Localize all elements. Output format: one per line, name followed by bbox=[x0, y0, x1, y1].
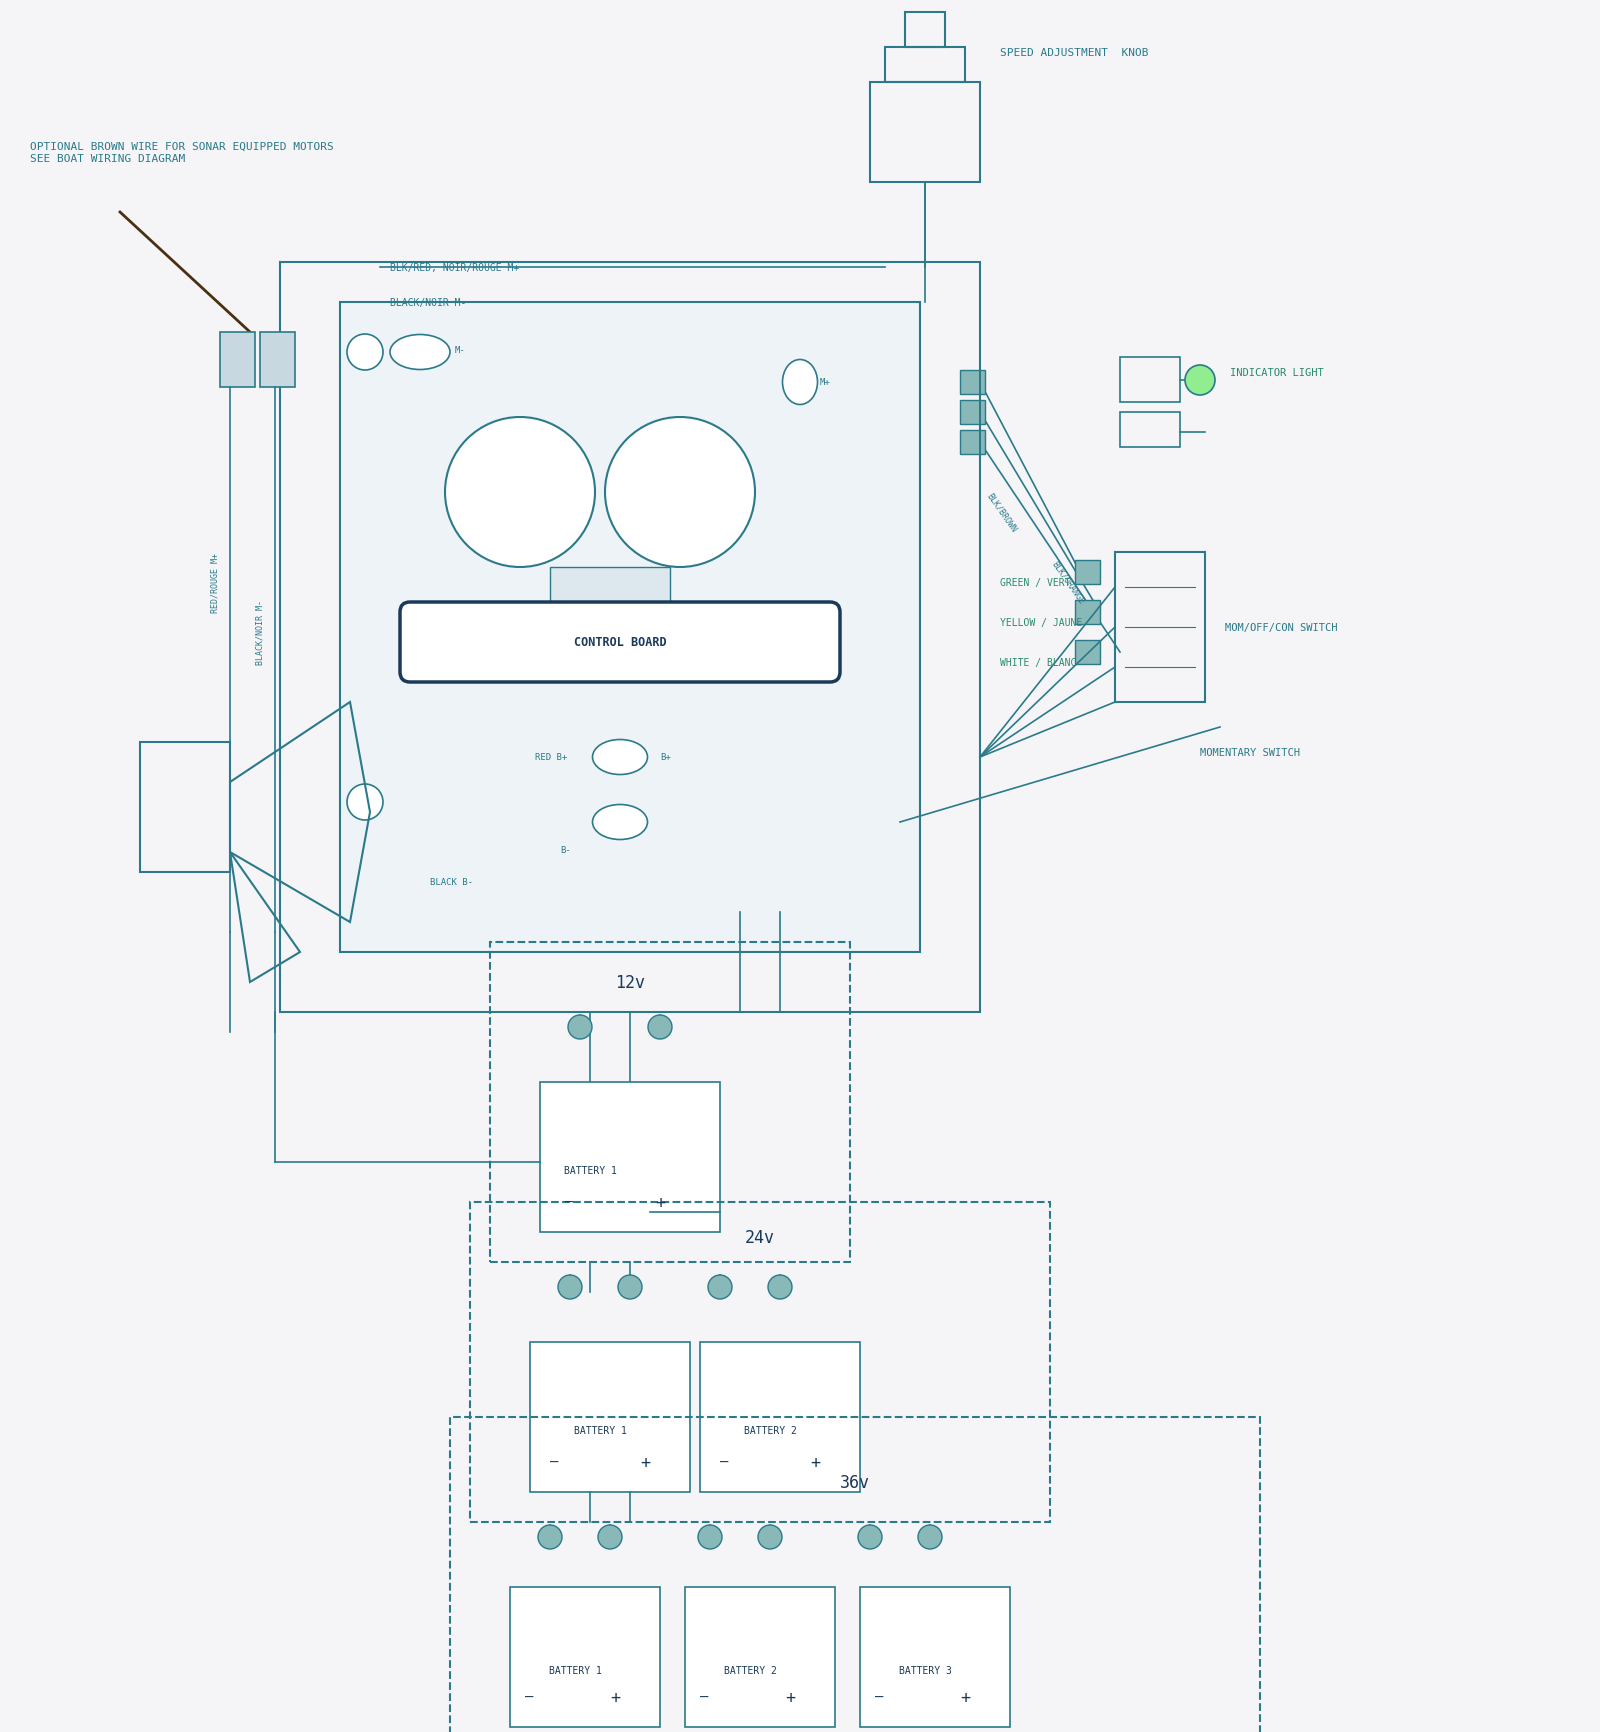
Circle shape bbox=[445, 417, 595, 568]
Bar bbox=[861, 1587, 1010, 1727]
Text: BATTERY 3: BATTERY 3 bbox=[899, 1664, 952, 1675]
Bar bbox=[541, 1082, 720, 1231]
Text: +: + bbox=[610, 1689, 621, 1706]
Bar bbox=[960, 400, 986, 424]
Text: +: + bbox=[786, 1689, 795, 1706]
Circle shape bbox=[598, 1526, 622, 1548]
Text: 36v: 36v bbox=[840, 1474, 870, 1491]
Bar bbox=[339, 303, 920, 953]
Bar bbox=[885, 48, 965, 83]
Bar bbox=[870, 83, 979, 184]
Text: WHITE / BLANC: WHITE / BLANC bbox=[1000, 658, 1077, 667]
Text: BLK/RED, NOIR/ROUGE M+: BLK/RED, NOIR/ROUGE M+ bbox=[390, 263, 520, 274]
Text: BLACK B-: BLACK B- bbox=[430, 878, 474, 887]
Ellipse shape bbox=[592, 740, 648, 774]
Text: —: — bbox=[701, 1690, 709, 1704]
Bar bbox=[906, 14, 946, 48]
Text: BLACK/NOIR M-: BLACK/NOIR M- bbox=[256, 601, 264, 665]
Bar bbox=[259, 333, 294, 388]
Text: —: — bbox=[565, 1195, 573, 1209]
Bar bbox=[470, 1202, 1050, 1522]
Text: 12v: 12v bbox=[614, 973, 645, 991]
Text: BLACK/NOIR M-: BLACK/NOIR M- bbox=[390, 298, 466, 308]
Text: —: — bbox=[550, 1455, 558, 1469]
Text: OPTIONAL BROWN WIRE FOR SONAR EQUIPPED MOTORS
SEE BOAT WIRING DIAGRAM: OPTIONAL BROWN WIRE FOR SONAR EQUIPPED M… bbox=[30, 142, 334, 165]
Bar bbox=[685, 1587, 835, 1727]
Circle shape bbox=[347, 785, 382, 821]
Bar bbox=[960, 431, 986, 456]
Text: B-: B- bbox=[560, 845, 571, 856]
Circle shape bbox=[1186, 365, 1214, 397]
Text: BATTERY 2: BATTERY 2 bbox=[744, 1425, 797, 1436]
Circle shape bbox=[618, 1275, 642, 1299]
Bar bbox=[450, 1417, 1261, 1732]
Text: BLK/ORANGE: BLK/ORANGE bbox=[1050, 559, 1086, 606]
Text: GREEN / VERT: GREEN / VERT bbox=[1000, 578, 1070, 587]
Bar bbox=[141, 743, 230, 873]
Circle shape bbox=[858, 1526, 882, 1548]
Bar bbox=[280, 263, 979, 1013]
Bar bbox=[1120, 359, 1181, 404]
Text: RED/ROUGE M+: RED/ROUGE M+ bbox=[211, 553, 219, 613]
FancyBboxPatch shape bbox=[400, 603, 840, 682]
Text: BATTERY 1: BATTERY 1 bbox=[573, 1425, 627, 1436]
Text: +: + bbox=[640, 1453, 650, 1470]
Text: YELLOW / JAUNE: YELLOW / JAUNE bbox=[1000, 618, 1082, 627]
Text: B+: B+ bbox=[661, 753, 670, 762]
Bar bbox=[510, 1587, 661, 1727]
Circle shape bbox=[347, 334, 382, 371]
Text: +: + bbox=[810, 1453, 819, 1470]
Bar bbox=[1075, 641, 1101, 665]
Text: M-: M- bbox=[454, 346, 466, 355]
Bar bbox=[1120, 412, 1181, 449]
Text: BATTERY 1: BATTERY 1 bbox=[549, 1664, 602, 1675]
Text: SPEED ADJUSTMENT  KNOB: SPEED ADJUSTMENT KNOB bbox=[1000, 48, 1149, 57]
Text: —: — bbox=[525, 1690, 533, 1704]
Text: +: + bbox=[960, 1689, 970, 1706]
Circle shape bbox=[707, 1275, 733, 1299]
Text: BLK/BROWN: BLK/BROWN bbox=[986, 492, 1018, 533]
Text: BATTERY 2: BATTERY 2 bbox=[723, 1664, 776, 1675]
Circle shape bbox=[605, 417, 755, 568]
Text: BATTERY 1: BATTERY 1 bbox=[563, 1166, 616, 1176]
Ellipse shape bbox=[782, 360, 818, 405]
Bar bbox=[490, 942, 850, 1263]
Bar bbox=[530, 1342, 690, 1493]
Circle shape bbox=[538, 1526, 562, 1548]
Circle shape bbox=[698, 1526, 722, 1548]
Circle shape bbox=[648, 1015, 672, 1039]
Text: M+: M+ bbox=[819, 378, 830, 388]
Text: +: + bbox=[654, 1193, 666, 1211]
Text: —: — bbox=[720, 1455, 728, 1469]
Bar bbox=[1075, 561, 1101, 585]
Circle shape bbox=[768, 1275, 792, 1299]
Ellipse shape bbox=[592, 805, 648, 840]
Ellipse shape bbox=[390, 336, 450, 371]
Bar bbox=[701, 1342, 861, 1493]
Text: —: — bbox=[875, 1690, 883, 1704]
Text: INDICATOR LIGHT: INDICATOR LIGHT bbox=[1230, 367, 1323, 378]
Text: CONTROL BOARD: CONTROL BOARD bbox=[574, 636, 666, 650]
Circle shape bbox=[568, 1015, 592, 1039]
Bar bbox=[221, 333, 254, 388]
Circle shape bbox=[918, 1526, 942, 1548]
Bar bbox=[960, 371, 986, 395]
Bar bbox=[550, 568, 670, 613]
Text: MOMENTARY SWITCH: MOMENTARY SWITCH bbox=[1200, 748, 1299, 757]
Text: RED B+: RED B+ bbox=[534, 753, 568, 762]
Circle shape bbox=[558, 1275, 582, 1299]
Circle shape bbox=[758, 1526, 782, 1548]
Bar bbox=[1075, 601, 1101, 625]
Bar bbox=[1115, 553, 1205, 703]
Text: 24v: 24v bbox=[746, 1228, 774, 1247]
Text: MOM/OFF/CON SWITCH: MOM/OFF/CON SWITCH bbox=[1226, 622, 1338, 632]
